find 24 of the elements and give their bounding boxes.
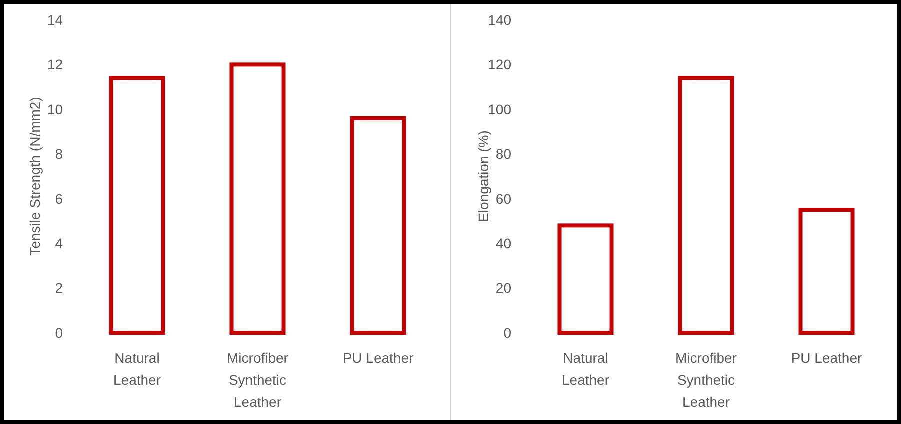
y-tick-label: 20: [496, 280, 512, 296]
y-tick-label: 140: [488, 12, 512, 28]
y-axis-title: Elongation (%): [476, 130, 492, 222]
y-axis-title: Tensile Strength (N/mm2): [27, 97, 43, 256]
x-tick-label: Natural Leather: [562, 350, 610, 388]
y-tick-label: 8: [55, 146, 64, 162]
y-tick-label: 12: [47, 56, 64, 73]
y-tick-label: 60: [496, 190, 512, 207]
x-tick-label: Microfiber Synthetic Leather: [227, 350, 289, 410]
y-tick-label: 40: [496, 235, 512, 252]
x-tick-label: Natural Leather: [114, 350, 162, 388]
x-tick-label: PU Leather: [791, 350, 862, 366]
y-tick-label: 2: [55, 280, 64, 296]
y-tick-label: 0: [504, 324, 512, 341]
x-tick-label: Microfiber Synthetic Leather: [676, 350, 738, 410]
y-tick-label: 4: [55, 235, 64, 252]
x-tick-label: PU Leather: [342, 350, 414, 366]
y-tick-label: 10: [47, 101, 64, 118]
y-tick-label: 80: [496, 146, 512, 162]
y-tick-label: 6: [55, 190, 64, 207]
y-tick-label: 120: [488, 56, 512, 73]
y-tick-label: 14: [47, 12, 64, 28]
y-tick-label: 0: [55, 324, 64, 341]
y-tick-label: 100: [488, 101, 512, 118]
